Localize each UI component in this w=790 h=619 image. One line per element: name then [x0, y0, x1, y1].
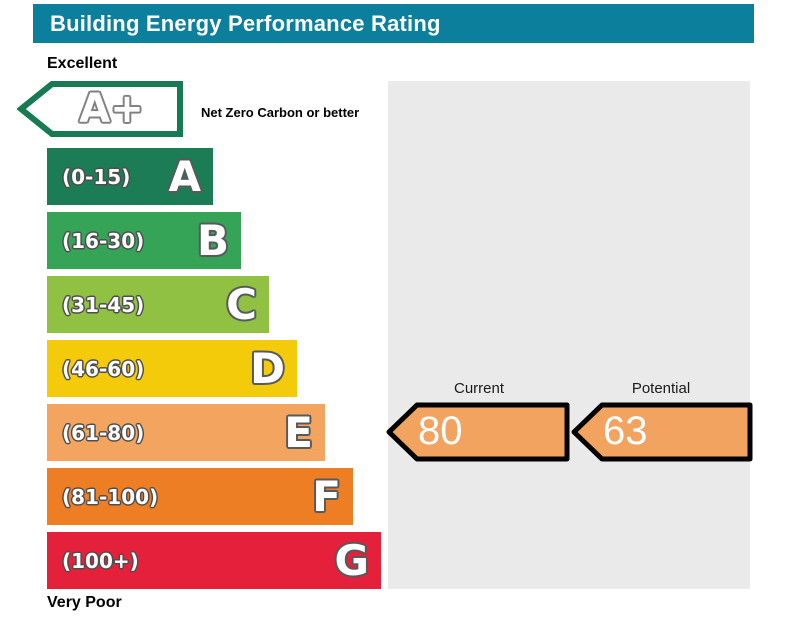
- band-row-a: (0-15) A: [47, 148, 213, 205]
- potential-rating-arrow: 63: [571, 401, 753, 463]
- band-letter: D: [250, 343, 285, 393]
- band-range: (81-100): [62, 484, 159, 509]
- left-arrow-icon: [386, 402, 570, 462]
- very-poor-label: Very Poor: [47, 594, 122, 611]
- current-rating-value: 80: [418, 409, 463, 454]
- current-rating-arrow: 80: [386, 401, 570, 463]
- band-range: (16-30): [62, 228, 145, 253]
- band-letter: A: [168, 151, 201, 201]
- band-letter: B: [196, 215, 229, 265]
- excellent-label: Excellent: [47, 55, 118, 72]
- rating-bands: (0-15) A (16-30) B (31-45) C (46-60) D (…: [47, 148, 381, 596]
- band-range: (31-45): [62, 292, 145, 317]
- left-arrow-icon: [571, 402, 753, 462]
- band-letter: C: [226, 279, 257, 329]
- net-zero-note: Net Zero Carbon or better: [201, 105, 360, 120]
- band-row-b: (16-30) B: [47, 212, 241, 269]
- band-letter: F: [312, 471, 341, 521]
- band-row-c: (31-45) C: [47, 276, 269, 333]
- page-title: Building Energy Performance Rating: [50, 10, 441, 36]
- chart-title-bar: Building Energy Performance Rating: [33, 4, 754, 43]
- a-plus-arrow-shape: [17, 81, 183, 137]
- band-range: (100+): [62, 548, 139, 573]
- band-range: (0-15): [62, 164, 131, 189]
- band-range: (61-80): [62, 420, 145, 445]
- band-row-f: (81-100) F: [47, 468, 353, 525]
- band-a-plus: A+: [17, 80, 184, 138]
- band-letter: G: [334, 535, 369, 585]
- potential-rating-value: 63: [603, 409, 648, 454]
- a-plus-arrow-icon: [17, 81, 183, 137]
- band-range: (46-60): [62, 356, 145, 381]
- potential-label: Potential: [631, 380, 691, 397]
- band-row-e: (61-80) E: [47, 404, 325, 461]
- band-row-d: (46-60) D: [47, 340, 297, 397]
- band-row-g: (100+) G: [47, 532, 381, 589]
- band-a-plus-letter: A+: [79, 86, 144, 132]
- current-label: Current: [453, 380, 505, 397]
- ratings-panel: [388, 81, 750, 589]
- band-letter: E: [284, 407, 313, 457]
